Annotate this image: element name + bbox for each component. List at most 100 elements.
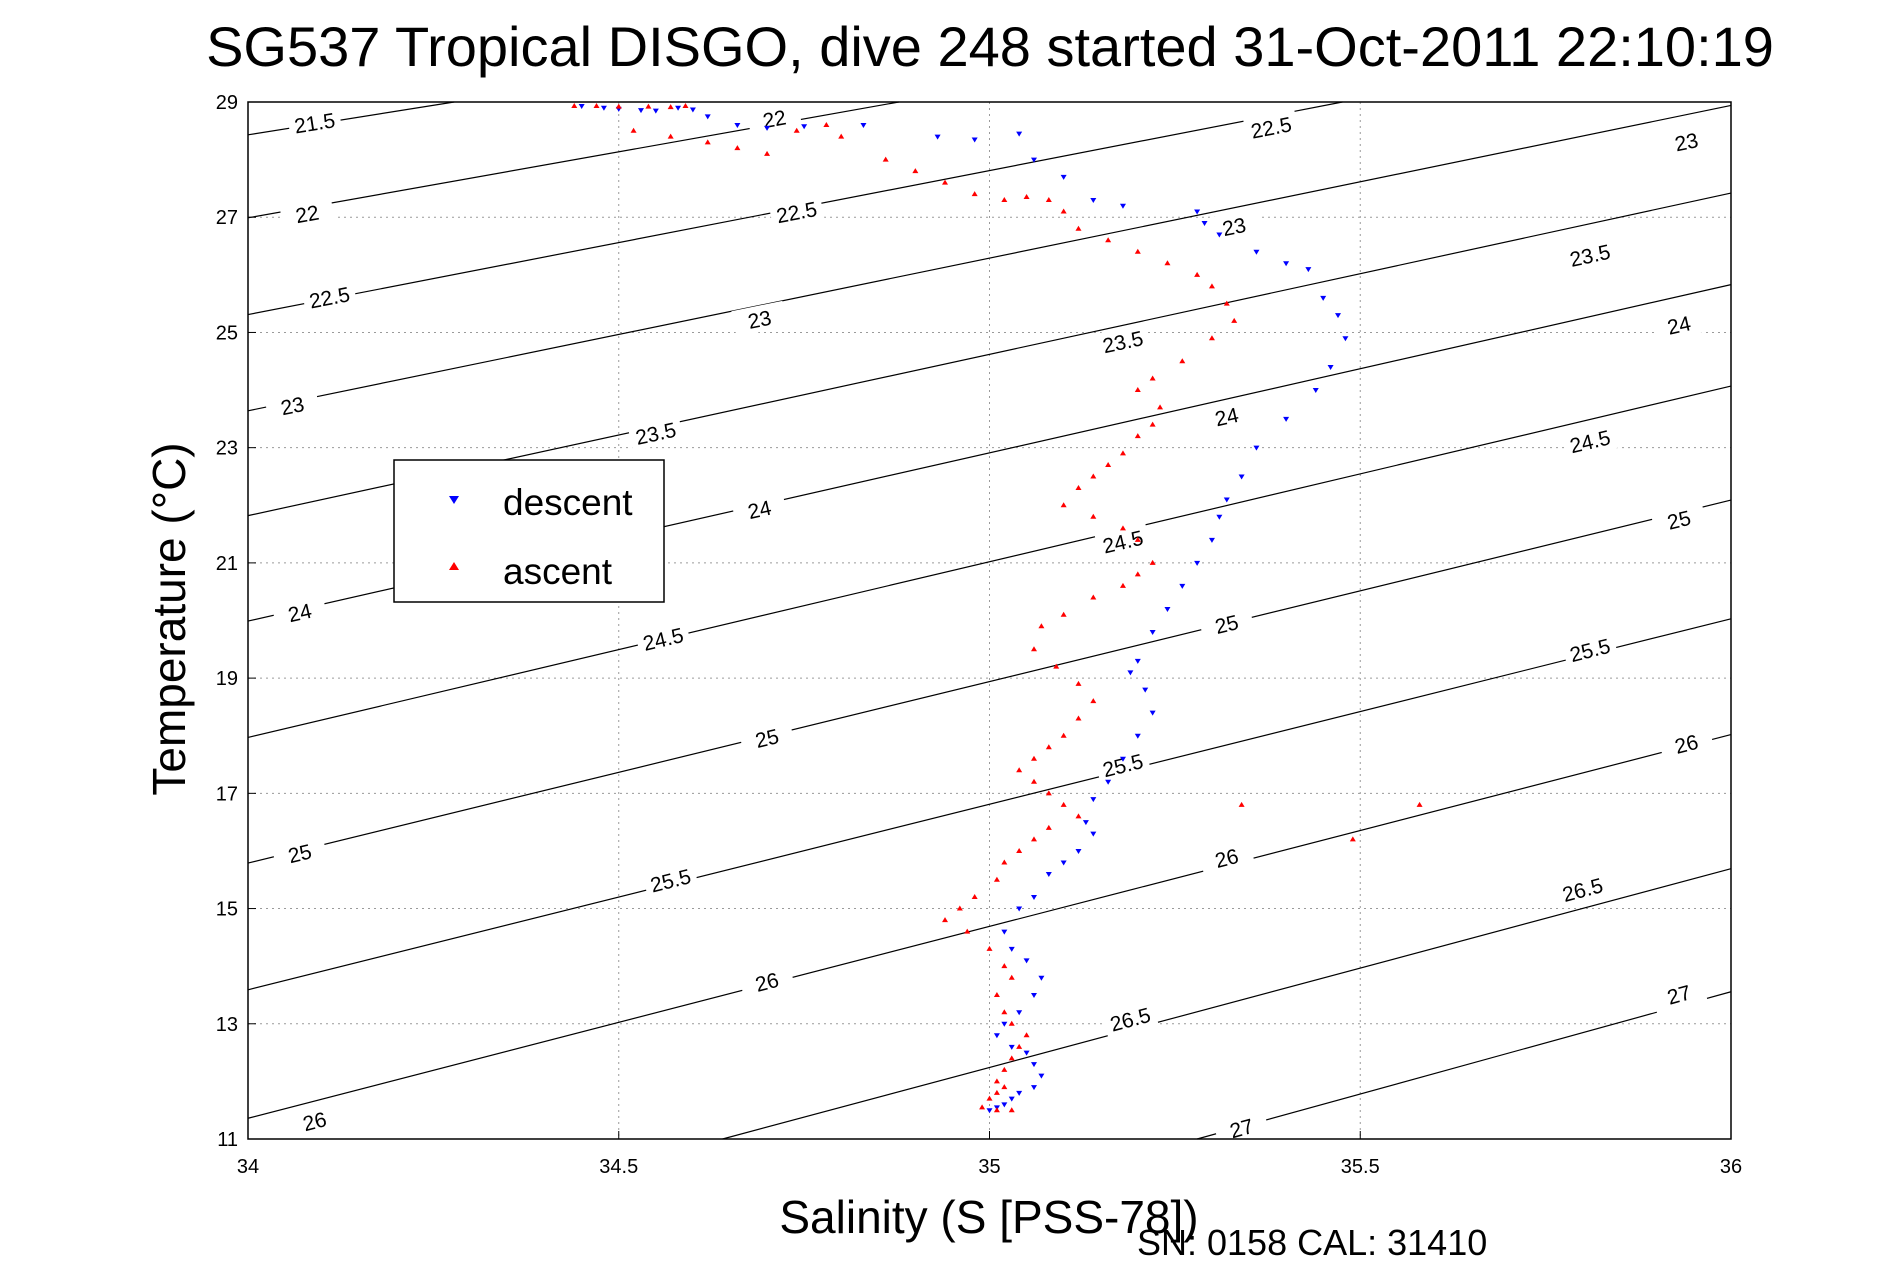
ascent-point [1149,559,1156,565]
contour-label: 24 [1665,312,1693,340]
descent-point [1283,261,1290,267]
x-axis-label: Salinity (S [PSS-78]) [779,1191,1198,1243]
ascent-point [942,179,949,185]
contour-label-bg [1650,974,1708,1014]
ascent-point [1349,836,1356,842]
ascent-point [882,156,889,162]
descent-point [1008,946,1015,952]
contour-label-bg [627,414,684,452]
ascent-point [1194,271,1201,277]
descent-point [1194,560,1201,566]
ascent-point [823,122,830,128]
descent-point [1312,388,1319,394]
ascent-point [1179,358,1186,364]
descent-series [578,104,1349,1114]
descent-point [1016,906,1023,912]
descent-point [1335,313,1342,319]
descent-point [1223,497,1230,503]
chart-title: SG537 Tropical DISGO, dive 248 started 3… [206,15,1774,78]
ascent-point [1060,502,1067,508]
contour-label: 26 [753,969,781,997]
contour-label-bg [1657,724,1715,763]
x-tick-label: 35 [978,1156,1000,1178]
ascent-point [1223,300,1230,306]
sigma-contour-27 [1196,991,1732,1140]
x-tick-label: 34.5 [599,1156,638,1178]
descent-point [1090,831,1097,837]
descent-point [578,104,585,110]
ascent-point [1090,698,1097,704]
descent-point [1127,670,1134,676]
descent-point [1283,416,1290,422]
contour-label-bg [1243,109,1300,145]
ascent-point [1075,225,1082,231]
contour-label: 25 [286,840,314,868]
sigma-contour-26-5 [722,868,1732,1140]
descent-point [1090,197,1097,203]
contour-label-bg [634,619,692,658]
descent-point [1082,820,1089,826]
ascent-point [1001,963,1008,969]
ascent-point [571,103,578,109]
ascent-point [1105,237,1112,243]
sigma-contour-24-5 [247,385,1732,739]
y-tick-label: 21 [216,553,238,575]
ascent-point [667,104,674,110]
contour-label-bg [279,196,336,231]
sigma-contour-26 [247,733,1732,1119]
sigma-contour-23 [247,104,1732,412]
y-tick-label: 11 [217,1129,238,1151]
legend-ascent-label: ascent [503,551,613,592]
descent-point [1134,658,1141,664]
contour-label: 23 [1221,214,1249,241]
contour-label-bg [1094,522,1152,560]
descent-point [637,108,644,114]
descent-point [1060,860,1067,866]
ascent-point [1016,1043,1023,1049]
x-tick-label: 34 [237,1156,259,1178]
descent-point [801,124,808,130]
descent-point [1164,606,1171,612]
ascent-point [682,103,689,109]
legend-ascent-marker [449,562,459,570]
descent-point [1179,583,1186,589]
ascent-point [1231,317,1238,323]
ascent-point [1075,484,1082,490]
ascent-point [1134,571,1141,577]
descent-point [1030,1062,1037,1068]
contour-label-bg [1553,869,1611,909]
descent-point [1023,1050,1030,1056]
ascent-point [964,928,971,934]
ascent-point [1008,1020,1015,1026]
descent-point [993,1033,1000,1039]
contour-label-bg [738,718,796,757]
descent-point [600,105,607,111]
contour-label-bg [1561,422,1619,460]
descent-point [1194,209,1201,215]
descent-point [1038,1073,1045,1079]
contour-label-bg [286,1101,343,1140]
x-tick-label: 36 [1720,1156,1742,1178]
contour-label-bg [1198,397,1255,435]
contour-label-bg [1212,1108,1270,1148]
descent-point [652,108,659,114]
descent-point [1105,779,1112,785]
descent-point [1060,174,1067,180]
contour-label: 25.5 [648,865,693,897]
ascent-point [1090,594,1097,600]
contour-label-bg [768,193,825,230]
density-contours: 21.5222222.522.522.52323232323.523.523.5… [247,100,1732,1148]
descent-point [1134,733,1141,739]
ascent-point [1008,1107,1015,1113]
contour-label-bg [271,834,329,872]
contour-label: 22 [761,106,788,133]
descent-point [1016,1010,1023,1016]
ascent-point [1030,646,1037,652]
serial-cal-footer: SN: 0158 CAL: 31410 [1137,1222,1487,1262]
ascent-point [764,150,771,156]
ascent-point [993,876,1000,882]
contour-label: 26 [301,1108,329,1136]
descent-point [1238,474,1245,480]
ascent-point [1119,582,1126,588]
